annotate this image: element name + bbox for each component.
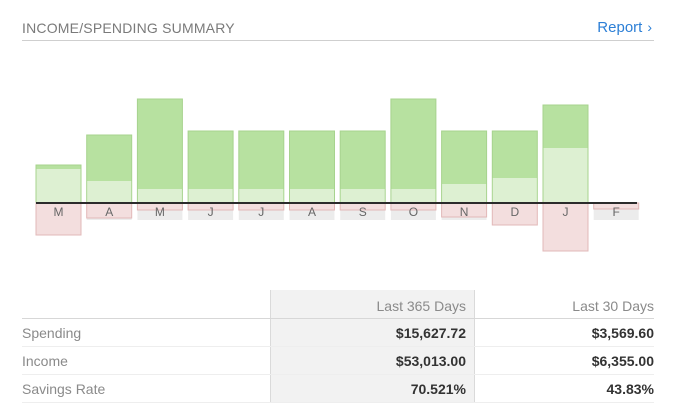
report-link-label: Report xyxy=(597,19,643,36)
month-column: D xyxy=(491,130,538,226)
month-label: O xyxy=(409,205,418,219)
month-column: S xyxy=(339,130,386,220)
month-label: A xyxy=(308,205,316,219)
month-column: M xyxy=(136,98,183,220)
month-label: N xyxy=(460,205,469,219)
month-column: A xyxy=(289,130,335,220)
spending-covered-bar xyxy=(340,189,385,203)
table-row: Savings Rate 70.521% 43.83% xyxy=(22,374,654,403)
row-label-income: Income xyxy=(22,346,271,375)
spending-bar xyxy=(542,202,589,252)
month-label: F xyxy=(613,205,620,219)
month-column: J xyxy=(187,130,234,220)
spending-last-365: $15,627.72 xyxy=(270,318,475,347)
month-column: O xyxy=(390,98,437,220)
table-row: Spending $15,627.72 $3,569.60 xyxy=(22,318,654,347)
row-label-savings-rate: Savings Rate xyxy=(22,374,271,403)
month-label: A xyxy=(105,205,113,219)
spending-covered-bar xyxy=(239,189,284,203)
month-column: F xyxy=(593,202,640,220)
month-column: A xyxy=(86,134,133,220)
spending-last-30: $3,569.60 xyxy=(474,318,654,347)
income-bar xyxy=(136,98,183,204)
table-row: Income $53,013.00 $6,355.00 xyxy=(22,346,654,375)
income-last-30: $6,355.00 xyxy=(474,346,654,375)
income-last-365: $53,013.00 xyxy=(270,346,475,375)
month-label: D xyxy=(510,205,519,219)
summary-table-container: Last 365 Days Last 30 Days Spending $15,… xyxy=(22,290,654,403)
spending-covered-bar xyxy=(137,189,182,203)
summary-header: INCOME/SPENDING SUMMARY Report › xyxy=(22,18,654,41)
spending-bar xyxy=(35,202,82,236)
column-header-last-30: Last 30 Days xyxy=(474,290,654,319)
chevron-right-icon: › xyxy=(647,19,652,35)
month-column: M xyxy=(35,164,82,236)
summary-header-row: Last 365 Days Last 30 Days xyxy=(22,290,654,319)
report-link[interactable]: Report › xyxy=(597,19,652,36)
month-label: J xyxy=(258,205,264,219)
month-column: N xyxy=(441,130,488,220)
page-title: INCOME/SPENDING SUMMARY xyxy=(22,20,235,36)
spending-covered-bar xyxy=(492,178,537,203)
month-label: S xyxy=(359,205,367,219)
row-label-spending: Spending xyxy=(22,318,271,347)
spending-covered-bar xyxy=(290,189,334,203)
spending-covered-bar xyxy=(442,184,487,203)
spending-covered-bar xyxy=(391,189,436,203)
column-header-label xyxy=(22,290,271,319)
spending-covered-bar xyxy=(543,148,588,203)
month-label: M xyxy=(155,205,165,219)
month-label: J xyxy=(208,205,214,219)
spending-covered-bar xyxy=(87,181,132,203)
income-bar xyxy=(390,98,437,204)
month-label: M xyxy=(54,205,64,219)
column-header-last-365: Last 365 Days xyxy=(270,290,475,319)
summary-table: Last 365 Days Last 30 Days Spending $15,… xyxy=(22,290,654,403)
savings-rate-last-365: 70.521% xyxy=(270,374,475,403)
savings-rate-last-30: 43.83% xyxy=(474,374,654,403)
spending-covered-bar xyxy=(188,189,233,203)
month-column: J xyxy=(238,130,285,220)
spending-covered-bar xyxy=(36,169,81,203)
month-column: J xyxy=(542,104,589,252)
month-label: J xyxy=(563,205,569,219)
